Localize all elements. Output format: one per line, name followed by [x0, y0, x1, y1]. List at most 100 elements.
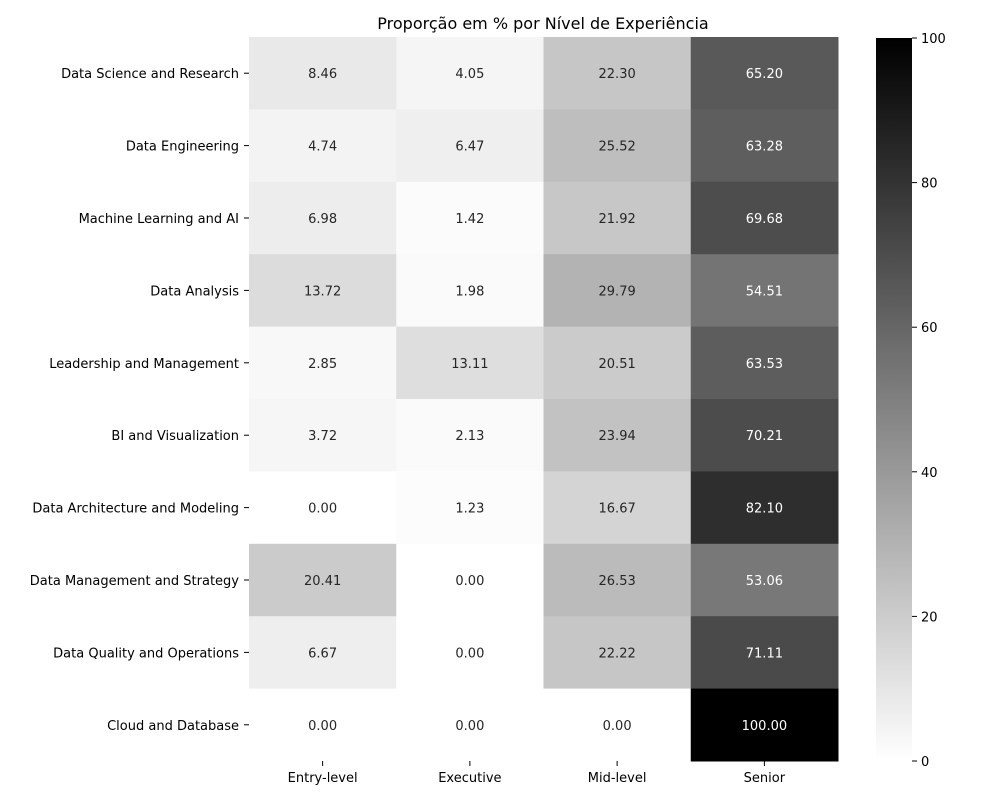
heatmap-cell — [690, 616, 839, 690]
heatmap-cell — [543, 37, 692, 110]
cell-value-label: 29.79 — [599, 284, 636, 299]
heatmap-cell — [543, 109, 692, 183]
cell-value-label: 20.51 — [599, 357, 636, 372]
heatmap-cell — [690, 37, 839, 110]
y-tick-label: Data Engineering — [126, 140, 239, 155]
cell-value-label: 0.00 — [455, 719, 484, 734]
heatmap-cell — [249, 688, 397, 762]
heatmap-cell — [396, 543, 544, 617]
y-tick-label: Cloud and Database — [107, 719, 239, 734]
heatmap-cell — [543, 616, 692, 690]
y-tick-label: Data Quality and Operations — [53, 646, 239, 661]
cell-value-label: 13.72 — [304, 284, 341, 299]
colorbar: 0 20 40 60 80 100 — [876, 32, 946, 770]
heatmap-cell — [690, 543, 839, 617]
heatmap-cell — [396, 471, 544, 545]
heatmap-cell — [249, 37, 397, 110]
cell-value-label: 0.00 — [308, 502, 337, 517]
y-tick-label: Data Analysis — [150, 284, 239, 299]
y-tick-label: BI and Visualization — [111, 429, 239, 444]
cell-value-label: 21.92 — [599, 212, 636, 227]
heatmap-cell — [396, 326, 544, 400]
heatmap-cell — [396, 616, 544, 690]
x-tick-label: Senior — [744, 771, 786, 786]
cell-value-label: 1.42 — [455, 212, 484, 227]
cell-value-label: 3.72 — [308, 429, 337, 444]
heatmap-cell — [690, 688, 839, 762]
chart-title: Proporção em % por Nível de Experiência — [377, 14, 708, 33]
heatmap-cell — [249, 181, 397, 255]
heatmap-cell — [690, 181, 839, 255]
cell-value-label: 0.00 — [603, 719, 632, 734]
x-tick-label: Entry-level — [288, 771, 358, 786]
y-tick-label: Data Science and Research — [61, 67, 239, 82]
cell-value-label: 70.21 — [746, 429, 783, 444]
colorbar-tick-label: 0 — [921, 755, 929, 770]
heatmap-cell — [690, 254, 839, 328]
heatmap-cell — [543, 543, 692, 617]
heatmap-cell — [396, 254, 544, 328]
colorbar-gradient — [876, 38, 912, 761]
cell-value-label: 26.53 — [599, 574, 636, 589]
y-tick-label: Data Management and Strategy — [30, 574, 240, 589]
cell-value-label: 8.46 — [308, 67, 337, 82]
heatmap-cell — [690, 109, 839, 183]
cell-value-label: 2.85 — [308, 357, 337, 372]
cell-value-label: 6.47 — [455, 140, 484, 155]
cell-value-label: 4.74 — [308, 140, 337, 155]
colorbar-tick-label: 80 — [921, 177, 938, 192]
heatmap-cell — [690, 399, 839, 472]
heatmap-cell — [396, 37, 544, 110]
heatmap-cell — [690, 326, 839, 400]
cell-value-label: 22.22 — [599, 646, 636, 661]
heatmap-cell — [543, 326, 692, 400]
cell-value-label: 63.28 — [746, 140, 783, 155]
heatmap-cell — [543, 471, 692, 545]
cell-value-label: 2.13 — [455, 429, 484, 444]
heatmap-cells: 8.46 4.05 22.30 65.20 4.74 6.47 25.52 63.28 6.98… — [249, 37, 839, 762]
heatmap-cell — [249, 399, 397, 472]
x-tick-label: Executive — [438, 771, 501, 786]
cell-value-label: 65.20 — [746, 67, 783, 82]
heatmap-cell — [543, 181, 692, 255]
cell-value-label: 6.98 — [308, 212, 337, 227]
colorbar-tick-label: 100 — [921, 32, 946, 47]
heatmap-cell — [249, 543, 397, 617]
heatmap-cell — [249, 109, 397, 183]
cell-value-label: 1.23 — [455, 502, 484, 517]
cell-value-label: 100.00 — [742, 719, 788, 734]
colorbar-tick-label: 40 — [921, 466, 938, 481]
heatmap-cell — [543, 688, 692, 762]
heatmap-cell — [249, 471, 397, 545]
heatmap-cell — [543, 399, 692, 472]
colorbar-tick-label: 60 — [921, 321, 938, 336]
y-tick-label: Machine Learning and AI — [79, 212, 239, 227]
cell-value-label: 82.10 — [746, 502, 783, 517]
heatmap-cell — [690, 471, 839, 545]
cell-value-label: 0.00 — [455, 646, 484, 661]
heatmap-cell — [396, 109, 544, 183]
cell-value-label: 6.67 — [308, 646, 337, 661]
y-tick-label: Data Architecture and Modeling — [32, 502, 239, 517]
y-tick-label: Leadership and Management — [49, 357, 239, 372]
cell-value-label: 53.06 — [746, 574, 783, 589]
cell-value-label: 23.94 — [599, 429, 636, 444]
cell-value-label: 0.00 — [308, 719, 337, 734]
heatmap-cell — [249, 616, 397, 690]
heatmap-cell — [543, 254, 692, 328]
cell-value-label: 1.98 — [455, 284, 484, 299]
heatmap-cell — [249, 254, 397, 328]
cell-value-label: 69.68 — [746, 212, 783, 227]
cell-value-label: 16.67 — [599, 502, 636, 517]
colorbar-tick-label: 20 — [921, 610, 938, 625]
cell-value-label: 22.30 — [599, 67, 636, 82]
heatmap-cell — [396, 399, 544, 472]
cell-value-label: 20.41 — [304, 574, 341, 589]
y-axis: Data Science and Research Data Engineerin… — [30, 67, 249, 734]
x-tick-label: Mid-level — [588, 771, 647, 786]
cell-value-label: 71.11 — [746, 646, 783, 661]
cell-value-label: 13.11 — [451, 357, 488, 372]
cell-value-label: 4.05 — [455, 67, 484, 82]
heatmap-cell — [396, 181, 544, 255]
